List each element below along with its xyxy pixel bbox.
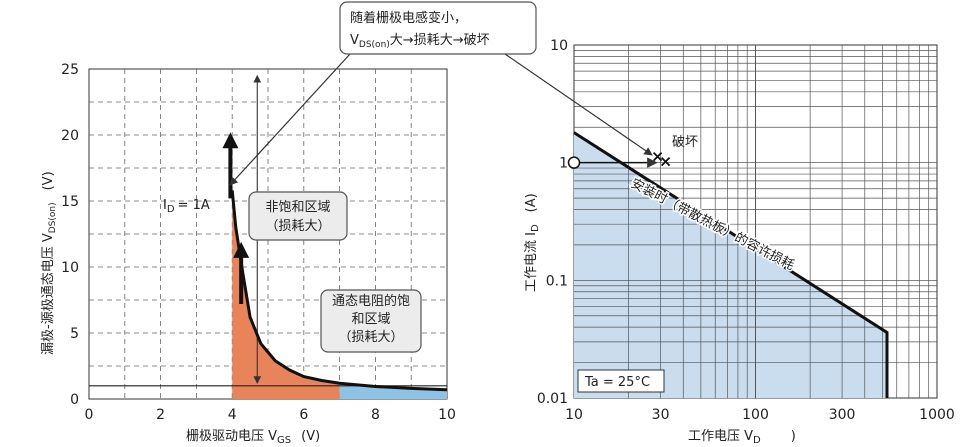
right-x-tick-label: 1000: [919, 407, 955, 423]
saturation-annotation: 通态电阻的饱 和区域 （损耗大）: [320, 289, 422, 353]
operating-point: [567, 156, 581, 169]
left-chart: 0 2 4 6 8 10 0 5 10 15 20 25 栅极驱动电压 VGS (V) 漏极-源极通态电…: [40, 62, 456, 446]
svg-text:（损耗大）: （损耗大）: [338, 330, 403, 345]
left-x-tick-label: 2: [156, 407, 165, 423]
right-x-axis-label: 工作电压 VD): [688, 429, 796, 446]
non-saturation-annotation: 非饱和区域 （损耗大）: [248, 191, 348, 241]
damage-label: 破坏: [672, 135, 698, 150]
right-y-tick-label: 1: [559, 156, 568, 172]
right-y-tick-label: 0.1: [546, 273, 568, 289]
id-label: ID = 1A: [163, 198, 210, 215]
ta-box: Ta = 25°C: [577, 369, 665, 393]
left-y-tick-label: 25: [61, 62, 79, 78]
right-x-tick-label: 100: [742, 407, 769, 423]
right-lines: [567, 131, 889, 398]
left-y-tick-label: 5: [70, 326, 79, 342]
right-y-axis-label: 工作电流 ID(A): [524, 193, 541, 292]
svg-text:和区域: 和区域: [351, 312, 390, 327]
left-y-tick-label: 0: [70, 392, 79, 408]
left-y-tick-label: 10: [61, 260, 79, 276]
loss-curve: [573, 131, 889, 398]
right-x-tick-label: 10: [565, 407, 583, 423]
left-x-axis-label: 栅极驱动电压 VGS (V): [186, 429, 320, 446]
right-x-tick-label: 30: [652, 407, 670, 423]
svg-text:通态电阻的饱: 通态电阻的饱: [332, 293, 410, 309]
right-chart: 10 30 100 300 1000 0.01 0.1 1 10 工作电压 VD) 工作电流 I…: [524, 38, 955, 446]
right-ticks: 10 30 100 300 1000 0.01 0.1 1 10: [537, 38, 955, 423]
right-x-tick-label: 300: [829, 407, 856, 423]
callout-line1: 随着栅极电感变小，: [350, 10, 467, 26]
damage-mark: [660, 157, 671, 167]
left-x-tick-label: 10: [438, 407, 456, 423]
callout-pointer-left: [229, 53, 351, 186]
left-x-tick-label: 8: [371, 407, 380, 423]
svg-text:非饱和区域: 非饱和区域: [265, 200, 330, 215]
callout: 随着栅极电感变小， VDS(on)大→损耗大→破坏: [229, 1, 653, 186]
right-y-tick-label: 0.01: [537, 391, 568, 407]
left-ticks: 0 2 4 6 8 10 0 5 10 15 20 25: [61, 62, 456, 423]
svg-text:Ta = 25°C: Ta = 25°C: [584, 375, 650, 390]
right-y-tick-label: 10: [550, 38, 568, 54]
left-y-tick-label: 20: [61, 128, 79, 144]
svg-text:（损耗大）: （损耗大）: [265, 219, 330, 234]
callout-line2: VDS(on)大→损耗大→破坏: [350, 33, 490, 50]
left-x-tick-label: 0: [85, 407, 94, 423]
left-x-tick-label: 4: [228, 407, 237, 423]
left-y-tick-label: 15: [61, 194, 79, 210]
safe-area-fill: [574, 132, 887, 398]
callout-pointer-right: [504, 53, 653, 156]
left-y-axis-label: 漏极-源极通态电压 VDS(on)(V): [40, 171, 58, 355]
damage-mark: [652, 152, 663, 162]
right-safe-area: [574, 132, 887, 398]
right-grid: [574, 45, 937, 398]
left-x-tick-label: 6: [299, 407, 308, 423]
